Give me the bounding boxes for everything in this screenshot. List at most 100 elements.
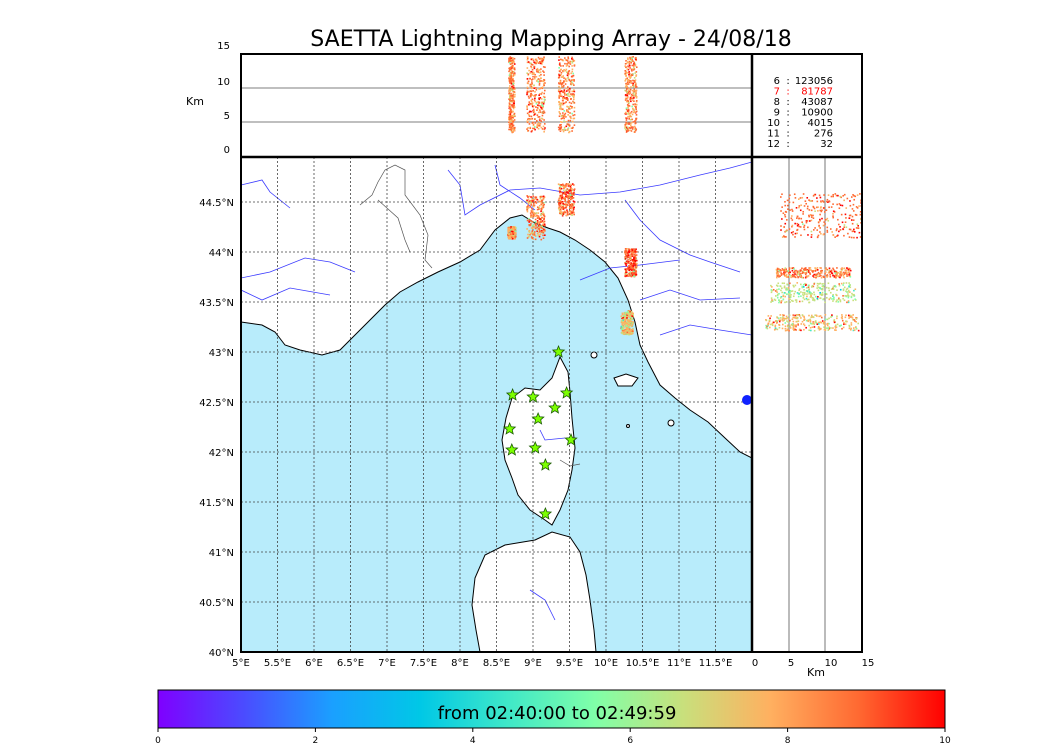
altitude-source	[537, 125, 539, 127]
colorbar-ticks: 0 2 4 6 8 10	[155, 728, 951, 746]
lightning-source	[531, 232, 533, 234]
lightning-source	[625, 255, 627, 258]
altitude-source	[626, 68, 629, 70]
altitude-source	[558, 74, 561, 77]
side-source	[784, 215, 787, 218]
altitude-source	[526, 121, 529, 124]
lightning-source	[634, 254, 637, 257]
side-source	[788, 267, 791, 269]
side-source	[783, 235, 785, 237]
side-source	[806, 293, 808, 295]
altitude-source	[533, 114, 535, 116]
side-source	[784, 230, 786, 233]
altitude-source	[633, 110, 636, 112]
lightning-source	[565, 184, 567, 186]
side-source	[838, 203, 841, 205]
lightning-source	[528, 195, 530, 198]
side-source	[796, 317, 799, 320]
side-source	[801, 300, 804, 303]
lightning-source	[632, 321, 634, 323]
lightning-source	[620, 316, 623, 319]
lightning-source	[562, 203, 564, 205]
altitude-source	[624, 86, 627, 88]
lightning-source	[631, 312, 633, 315]
side-source	[847, 271, 850, 274]
lightning-source	[623, 333, 626, 335]
lightning-source	[569, 205, 572, 208]
side-source	[855, 327, 858, 330]
altitude-source	[627, 108, 630, 111]
lightning-source	[625, 332, 627, 335]
side-source	[802, 270, 805, 273]
lightning-source	[625, 270, 627, 272]
side-source	[842, 284, 845, 286]
lightning-source	[561, 206, 564, 208]
side-source	[830, 327, 832, 329]
border-line	[559, 459, 581, 467]
lightning-source	[626, 328, 629, 331]
lightning-source	[541, 207, 543, 209]
altitude-source	[573, 90, 576, 93]
lightning-source	[543, 196, 546, 199]
lightning-source	[627, 323, 630, 326]
lightning-source	[630, 269, 633, 271]
lightning-source	[624, 273, 627, 275]
altitude-source	[629, 96, 632, 99]
side-source	[778, 319, 780, 322]
lightning-source	[572, 204, 575, 207]
altitude-source	[562, 85, 565, 87]
altitude-source	[534, 97, 536, 100]
side-source	[802, 286, 805, 288]
altitude-source	[511, 123, 514, 125]
altitude-source	[634, 81, 636, 84]
side-source	[799, 209, 802, 212]
side-source	[787, 325, 789, 328]
side-source	[840, 196, 842, 199]
altitude-source	[560, 82, 563, 85]
side-source	[812, 195, 815, 197]
lightning-source	[559, 199, 561, 202]
altitude-source	[568, 131, 570, 134]
side-source	[802, 297, 805, 299]
lightning-source	[628, 326, 631, 329]
side-source	[833, 270, 836, 273]
side-source	[810, 214, 813, 217]
altitude-source	[625, 59, 627, 62]
side-source	[819, 297, 822, 300]
side-source	[770, 289, 773, 291]
side-source	[851, 222, 854, 225]
station-count-value: 32	[820, 139, 833, 150]
side-source	[798, 300, 801, 303]
altitude-source	[532, 111, 535, 114]
altitude-source	[573, 59, 576, 62]
lightning-source	[624, 263, 627, 265]
side-source	[776, 293, 779, 296]
altitude-source	[528, 111, 531, 114]
figure-title: SAETTA Lightning Mapping Array - 24/08/1…	[310, 27, 791, 52]
corsica-island	[501, 355, 576, 526]
altitude-source	[541, 111, 544, 113]
altitude-source	[537, 104, 539, 107]
latitude-tick-label: 44°N	[209, 248, 234, 259]
side-source	[809, 321, 812, 323]
side-source	[854, 288, 857, 291]
lightning-source	[563, 187, 565, 190]
side-source	[776, 270, 779, 273]
side-source	[828, 326, 831, 329]
lightning-source	[628, 250, 630, 253]
lightning-source	[628, 318, 630, 321]
side-source	[804, 276, 807, 279]
side-source	[784, 201, 786, 203]
side-source	[826, 268, 829, 271]
side-source	[842, 288, 845, 290]
altitude-source	[635, 110, 638, 113]
altitude-source	[570, 117, 572, 120]
lma-station-marker	[564, 432, 578, 446]
side-source	[766, 325, 768, 328]
side-source	[831, 298, 833, 300]
altitude-source	[533, 127, 536, 130]
side-source	[788, 201, 791, 204]
side-source	[818, 275, 821, 277]
altitude-source	[563, 91, 566, 93]
side-source	[846, 291, 848, 293]
